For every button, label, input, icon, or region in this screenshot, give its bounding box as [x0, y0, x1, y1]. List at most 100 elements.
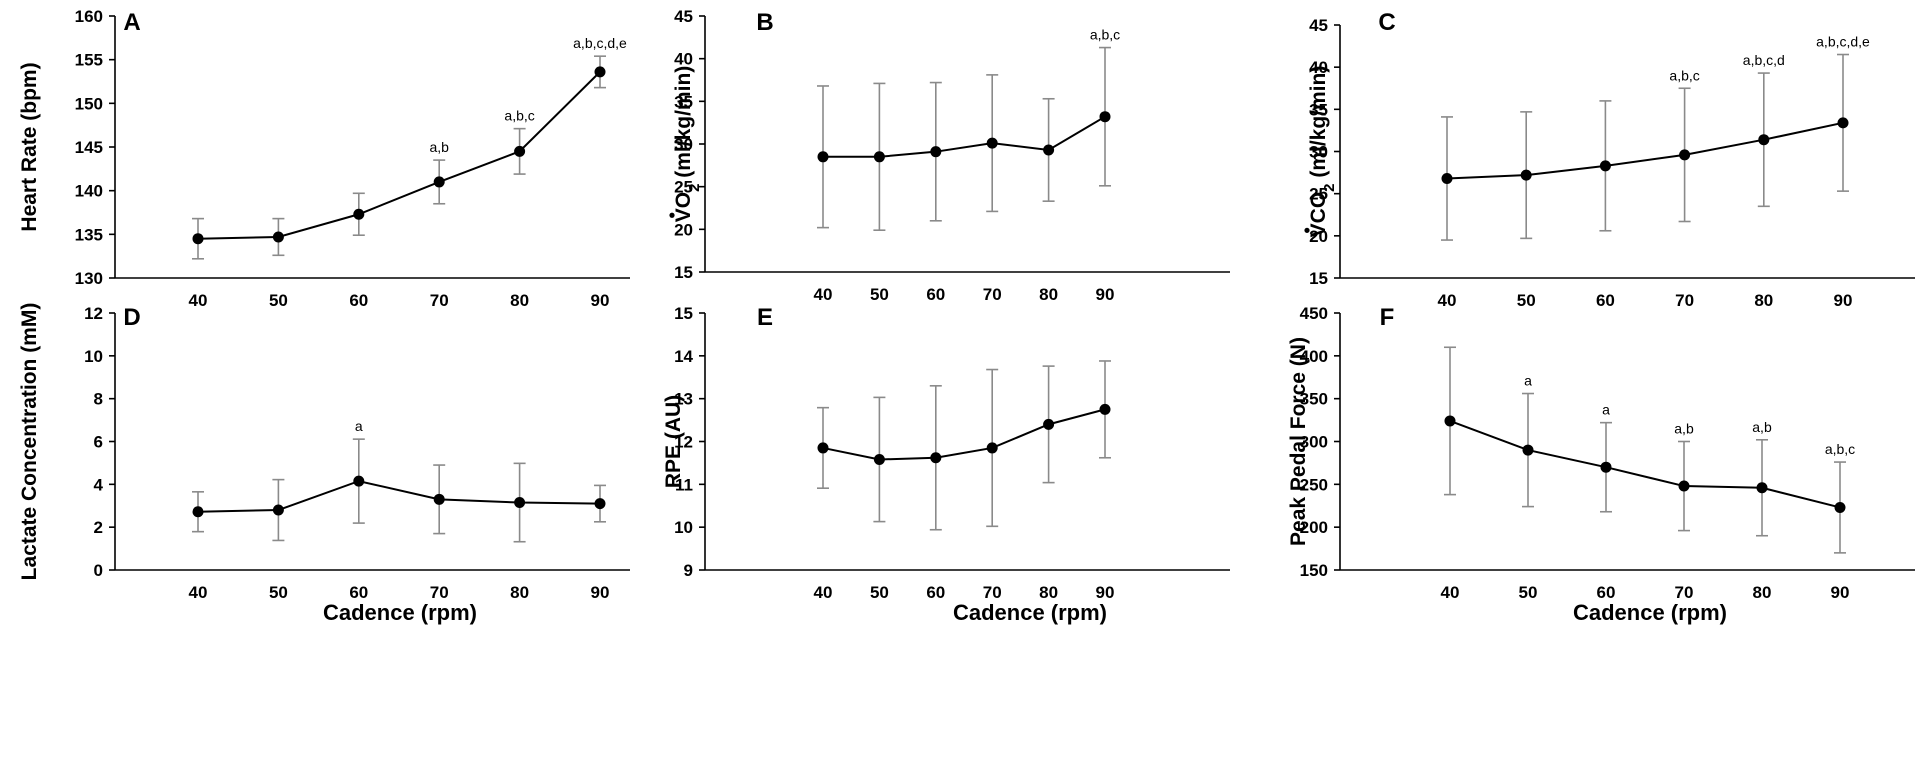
- x-tick-label: 50: [269, 291, 288, 310]
- data-point: [1522, 444, 1534, 456]
- x-tick-label: 90: [591, 291, 610, 310]
- x-tick-label: 40: [814, 583, 833, 602]
- significance-label: a: [1602, 402, 1610, 418]
- significance-label: a,b,c: [1825, 441, 1855, 457]
- x-tick-label: 40: [1438, 291, 1457, 310]
- x-tick-label: 50: [870, 285, 889, 304]
- x-axis-label: Cadence (rpm): [1573, 600, 1727, 625]
- series-line: [1446, 121, 1844, 180]
- x-tick-label: 80: [1039, 583, 1058, 602]
- significance-label: a,b: [1752, 419, 1772, 435]
- y-tick-label: 15: [1309, 269, 1328, 288]
- x-tick-label: 40: [189, 291, 208, 310]
- x-tick-label: 90: [591, 583, 610, 602]
- data-point: [192, 233, 204, 245]
- data-point: [594, 66, 606, 78]
- data-point: [873, 453, 885, 465]
- significance-label: a,b,c: [504, 108, 534, 124]
- series-line: [197, 480, 601, 513]
- data-point: [1099, 403, 1111, 415]
- data-point: [594, 498, 606, 510]
- y-tick-label: 30: [1309, 143, 1328, 162]
- significance-label: a,b,c: [1090, 27, 1120, 43]
- x-tick-label: 70: [430, 583, 449, 602]
- data-point: [1043, 144, 1055, 156]
- y-tick-label: 200: [1300, 518, 1328, 537]
- x-tick-label: 50: [870, 583, 889, 602]
- data-point: [433, 176, 445, 188]
- x-tick-label: 80: [1754, 291, 1773, 310]
- x-tick-label: 80: [1039, 285, 1058, 304]
- x-tick-label: 80: [1753, 583, 1772, 602]
- data-point: [353, 208, 365, 220]
- y-tick-label: 13: [674, 390, 693, 409]
- y-axis-label: Peak Pedal Force (N): [1287, 337, 1310, 546]
- panel-d: 0 2 4 6 8 10 12 40 50 60 70 80 90 a D Lactate Concentra…: [18, 303, 630, 625]
- x-tick-label: 60: [349, 291, 368, 310]
- x-axis-label: Cadence (rpm): [953, 600, 1107, 625]
- y-tick-label: 150: [75, 94, 103, 113]
- y-tick-label: 15: [674, 263, 693, 282]
- data-point: [986, 442, 998, 454]
- y-tick-label: 11: [675, 475, 693, 494]
- y-axis-label: Heart Rate (bpm): [18, 62, 41, 231]
- y-tick-label: 8: [94, 390, 103, 409]
- x-tick-label: 70: [1675, 583, 1694, 602]
- x-tick-label: 80: [510, 291, 529, 310]
- y-tick-label: 4: [94, 475, 104, 494]
- y-tick-label: 25: [674, 178, 693, 197]
- significance-label: a,b,c,d,e: [573, 35, 627, 51]
- data-point: [1834, 501, 1846, 513]
- panel-label: C: [1378, 9, 1395, 36]
- significance-label: a: [355, 418, 363, 434]
- y-axis-label: VCO2 (ml/kg/min): [1307, 66, 1338, 238]
- x-tick-label: 70: [983, 583, 1002, 602]
- significance-label: a,b,c: [1669, 67, 1699, 83]
- y-tick-label: 25: [1309, 185, 1328, 204]
- data-point: [272, 504, 284, 516]
- x-axis-label: Cadence (rpm): [323, 600, 477, 625]
- x-tick-label: 80: [510, 583, 529, 602]
- significance-label: a: [1524, 373, 1532, 389]
- data-point: [1837, 117, 1849, 129]
- data-point: [1520, 169, 1532, 181]
- y-tick-label: 155: [75, 51, 103, 70]
- y-tick-label: 35: [1309, 100, 1328, 119]
- data-point: [1099, 111, 1111, 123]
- y-tick-label: 160: [75, 7, 103, 26]
- x-tick-label: 60: [1597, 583, 1616, 602]
- y-tick-label: 0: [94, 561, 103, 580]
- series-line: [1449, 420, 1841, 509]
- x-tick-label: 60: [926, 583, 945, 602]
- x-tick-label: 40: [1441, 583, 1460, 602]
- data-point: [1441, 172, 1453, 184]
- y-tick-label: 20: [1309, 227, 1328, 246]
- data-point: [192, 506, 204, 518]
- vdot-marker: [1304, 227, 1310, 233]
- data-point: [986, 137, 998, 149]
- y-tick-label: 12: [84, 304, 103, 323]
- data-point: [1599, 160, 1611, 172]
- x-tick-label: 70: [430, 291, 449, 310]
- data-point: [1758, 134, 1770, 146]
- y-tick-label: 450: [1300, 304, 1328, 323]
- x-tick-label: 70: [983, 285, 1002, 304]
- data-point: [930, 146, 942, 158]
- data-point: [1678, 480, 1690, 492]
- data-point: [930, 452, 942, 464]
- data-point: [1444, 415, 1456, 427]
- y-tick-label: 130: [75, 269, 103, 288]
- x-tick-label: 50: [1519, 583, 1538, 602]
- panel-label: D: [123, 304, 140, 331]
- panel-label: E: [757, 304, 773, 331]
- y-tick-label: 45: [674, 7, 693, 26]
- y-tick-label: 9: [684, 561, 693, 580]
- panel-label: F: [1380, 304, 1395, 331]
- data-point: [1043, 418, 1055, 430]
- y-tick-label: 300: [1300, 433, 1328, 452]
- y-axis-label: VO2 (ml/kg/min): [672, 66, 703, 223]
- y-axis-label: RPE (AU): [662, 395, 685, 488]
- y-tick-label: 2: [94, 518, 103, 537]
- x-tick-label: 50: [269, 583, 288, 602]
